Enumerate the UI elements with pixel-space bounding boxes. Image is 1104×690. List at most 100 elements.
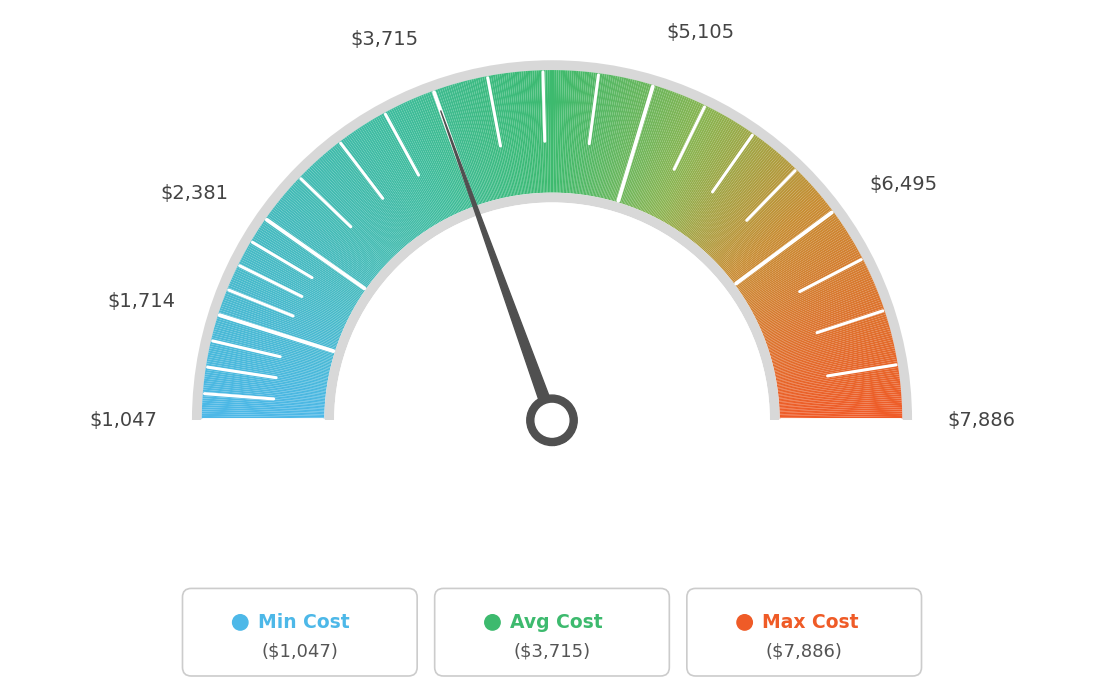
Wedge shape: [325, 193, 779, 420]
Wedge shape: [607, 81, 639, 200]
Wedge shape: [552, 70, 554, 193]
Wedge shape: [256, 230, 361, 298]
Wedge shape: [385, 111, 445, 220]
Wedge shape: [298, 177, 388, 264]
Wedge shape: [206, 359, 328, 382]
Wedge shape: [254, 235, 359, 301]
Wedge shape: [603, 79, 633, 199]
Wedge shape: [229, 285, 342, 334]
Wedge shape: [514, 72, 529, 194]
Wedge shape: [773, 335, 892, 366]
Wedge shape: [672, 124, 740, 228]
Wedge shape: [654, 107, 711, 217]
Wedge shape: [503, 73, 522, 195]
Wedge shape: [768, 310, 885, 350]
Wedge shape: [383, 112, 444, 221]
Wedge shape: [306, 170, 393, 258]
Wedge shape: [348, 135, 421, 235]
Wedge shape: [779, 416, 902, 419]
Wedge shape: [209, 348, 329, 375]
Wedge shape: [240, 259, 350, 317]
Wedge shape: [766, 299, 882, 343]
Wedge shape: [602, 79, 630, 199]
Wedge shape: [700, 155, 782, 248]
Wedge shape: [250, 242, 355, 306]
Wedge shape: [702, 157, 785, 250]
Wedge shape: [248, 244, 355, 307]
Wedge shape: [548, 70, 551, 193]
Wedge shape: [728, 197, 824, 276]
Wedge shape: [327, 150, 407, 246]
Wedge shape: [673, 125, 742, 229]
Wedge shape: [722, 187, 815, 270]
Wedge shape: [456, 83, 491, 201]
Wedge shape: [774, 344, 894, 372]
Wedge shape: [202, 400, 325, 409]
Wedge shape: [755, 264, 866, 319]
Wedge shape: [772, 327, 890, 361]
Wedge shape: [501, 73, 521, 195]
Wedge shape: [769, 316, 888, 354]
Wedge shape: [693, 146, 772, 243]
Wedge shape: [267, 215, 368, 288]
Wedge shape: [242, 255, 351, 315]
Wedge shape: [676, 126, 743, 230]
Wedge shape: [526, 71, 537, 193]
Wedge shape: [677, 127, 745, 230]
Wedge shape: [779, 414, 902, 417]
Wedge shape: [715, 176, 805, 262]
Wedge shape: [640, 97, 689, 211]
Wedge shape: [219, 310, 336, 350]
Wedge shape: [332, 146, 411, 243]
Wedge shape: [305, 171, 392, 259]
Wedge shape: [202, 403, 325, 411]
Wedge shape: [203, 385, 326, 399]
Wedge shape: [633, 93, 679, 208]
Wedge shape: [480, 77, 507, 197]
Wedge shape: [202, 394, 325, 404]
Wedge shape: [205, 370, 327, 389]
Wedge shape: [204, 379, 326, 395]
Wedge shape: [329, 149, 408, 245]
Wedge shape: [205, 368, 327, 388]
Wedge shape: [775, 353, 896, 377]
Wedge shape: [580, 72, 596, 195]
Wedge shape: [605, 79, 635, 199]
Wedge shape: [760, 275, 872, 327]
Wedge shape: [778, 381, 900, 396]
Wedge shape: [280, 197, 376, 276]
Wedge shape: [202, 409, 325, 415]
Wedge shape: [731, 204, 829, 281]
Wedge shape: [752, 252, 860, 312]
Wedge shape: [575, 72, 590, 194]
Wedge shape: [724, 192, 819, 273]
Wedge shape: [777, 372, 900, 391]
Wedge shape: [272, 209, 370, 284]
Wedge shape: [617, 85, 654, 202]
Wedge shape: [652, 106, 709, 217]
Wedge shape: [669, 120, 734, 226]
Wedge shape: [749, 244, 856, 307]
Wedge shape: [463, 81, 496, 200]
Wedge shape: [635, 94, 681, 208]
Wedge shape: [453, 84, 488, 202]
Wedge shape: [703, 159, 787, 251]
Wedge shape: [208, 357, 328, 380]
Wedge shape: [202, 396, 325, 406]
Wedge shape: [429, 92, 474, 207]
Wedge shape: [359, 127, 427, 230]
Wedge shape: [694, 148, 774, 244]
Wedge shape: [758, 271, 870, 325]
Wedge shape: [333, 145, 412, 242]
Wedge shape: [753, 255, 862, 315]
Wedge shape: [215, 323, 333, 358]
Wedge shape: [776, 361, 898, 383]
Circle shape: [737, 615, 752, 630]
Wedge shape: [724, 190, 818, 272]
Wedge shape: [364, 124, 432, 228]
Wedge shape: [644, 100, 696, 213]
Wedge shape: [478, 77, 506, 198]
Wedge shape: [614, 83, 650, 201]
Wedge shape: [768, 312, 885, 351]
Wedge shape: [370, 120, 435, 226]
